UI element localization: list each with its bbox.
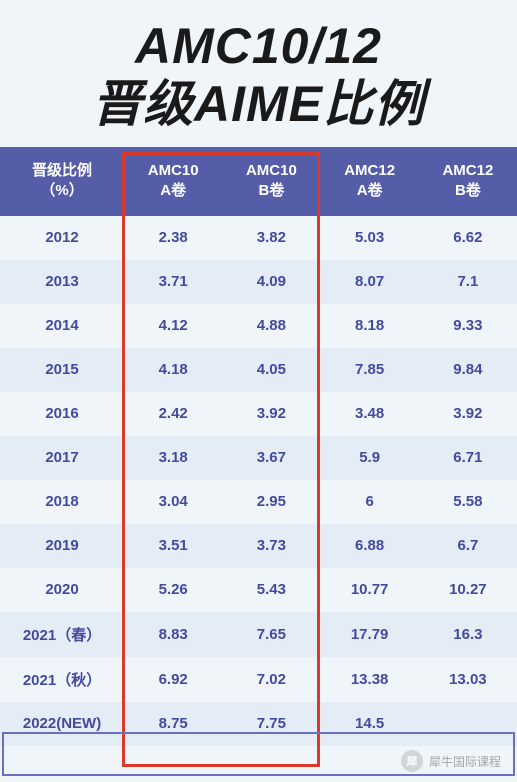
year-cell: 2021（秋） [0,657,124,702]
col-header-amc10a: AMC10A卷 [124,147,222,216]
value-cell: 2.38 [124,216,222,260]
value-cell: 3.73 [222,524,320,568]
title-line-2: 晋级AIME比例 [0,76,517,134]
table-row: 20154.184.057.859.84 [0,348,517,392]
year-cell: 2022(NEW) [0,702,124,746]
value-cell: 3.48 [321,392,419,436]
value-cell: 4.05 [222,348,320,392]
value-cell: 7.75 [222,702,320,746]
value-cell: 9.84 [419,348,517,392]
year-cell: 2014 [0,304,124,348]
watermark-icon: 犀 [401,750,423,772]
value-cell: 7.85 [321,348,419,392]
value-cell: 5.58 [419,480,517,524]
table-row: 2021（秋）6.927.0213.3813.03 [0,657,517,702]
table-row: 2022(NEW)8.757.7514.5 [0,702,517,746]
value-cell: 3.92 [419,392,517,436]
col-header-amc12a: AMC12A卷 [321,147,419,216]
value-cell: 4.18 [124,348,222,392]
value-cell: 4.88 [222,304,320,348]
value-cell: 3.51 [124,524,222,568]
year-cell: 2012 [0,216,124,260]
table-row: 20122.383.825.036.62 [0,216,517,260]
value-cell: 3.92 [222,392,320,436]
col-header-amc10b: AMC10B卷 [222,147,320,216]
col-header-ratio: 晋级比例（%） [0,147,124,216]
table-header-row: 晋级比例（%） AMC10A卷 AMC10B卷 AMC12A卷 AMC12B卷 [0,147,517,216]
value-cell: 3.04 [124,480,222,524]
page-title: AMC10/12 晋级AIME比例 [0,0,517,147]
year-cell: 2018 [0,480,124,524]
value-cell: 2.42 [124,392,222,436]
year-cell: 2017 [0,436,124,480]
value-cell: 6 [321,480,419,524]
value-cell: 3.67 [222,436,320,480]
col-header-amc12b: AMC12B卷 [419,147,517,216]
value-cell: 8.75 [124,702,222,746]
value-cell: 7.1 [419,260,517,304]
value-cell: 10.27 [419,568,517,612]
value-cell: 3.71 [124,260,222,304]
table-row: 20193.513.736.886.7 [0,524,517,568]
value-cell: 2.95 [222,480,320,524]
year-cell: 2016 [0,392,124,436]
value-cell: 5.43 [222,568,320,612]
value-cell: 17.79 [321,612,419,657]
aime-ratio-table: 晋级比例（%） AMC10A卷 AMC10B卷 AMC12A卷 AMC12B卷 … [0,147,517,746]
value-cell: 8.18 [321,304,419,348]
table-row: 20144.124.888.189.33 [0,304,517,348]
year-cell: 2015 [0,348,124,392]
value-cell: 13.03 [419,657,517,702]
value-cell: 5.03 [321,216,419,260]
value-cell: 3.82 [222,216,320,260]
value-cell: 6.88 [321,524,419,568]
table-row: 20133.714.098.077.1 [0,260,517,304]
value-cell: 7.02 [222,657,320,702]
title-line-1: AMC10/12 [0,18,517,76]
year-cell: 2020 [0,568,124,612]
value-cell: 14.5 [321,702,419,746]
value-cell: 4.12 [124,304,222,348]
value-cell: 9.33 [419,304,517,348]
table-body: 20122.383.825.036.6220133.714.098.077.12… [0,216,517,746]
value-cell: 3.18 [124,436,222,480]
year-cell: 2019 [0,524,124,568]
value-cell: 4.09 [222,260,320,304]
value-cell: 16.3 [419,612,517,657]
table-row: 20205.265.4310.7710.27 [0,568,517,612]
year-cell: 2013 [0,260,124,304]
value-cell: 10.77 [321,568,419,612]
value-cell: 13.38 [321,657,419,702]
value-cell: 5.9 [321,436,419,480]
value-cell: 6.71 [419,436,517,480]
table-row: 20183.042.9565.58 [0,480,517,524]
watermark-text: 犀牛国际课程 [429,753,501,770]
table-row: 20162.423.923.483.92 [0,392,517,436]
value-cell: 8.07 [321,260,419,304]
value-cell: 5.26 [124,568,222,612]
value-cell [419,702,517,746]
value-cell: 6.92 [124,657,222,702]
value-cell: 6.62 [419,216,517,260]
watermark: 犀 犀牛国际课程 [401,750,501,772]
table-row: 2021（春）8.837.6517.7916.3 [0,612,517,657]
table-row: 20173.183.675.96.71 [0,436,517,480]
value-cell: 8.83 [124,612,222,657]
value-cell: 6.7 [419,524,517,568]
value-cell: 7.65 [222,612,320,657]
year-cell: 2021（春） [0,612,124,657]
